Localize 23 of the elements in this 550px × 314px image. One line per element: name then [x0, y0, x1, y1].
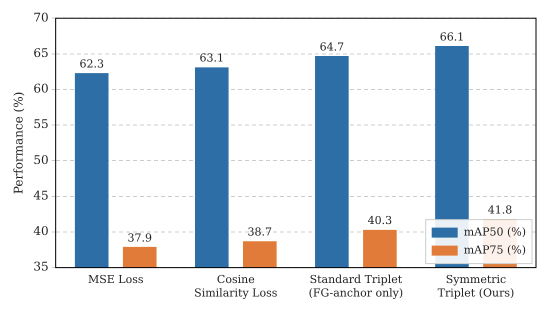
legend-label: mAP50 (%) — [464, 225, 526, 238]
x-tick-label: Standard Triplet (FG-anchor only) — [308, 273, 404, 300]
data-label: 62.3 — [79, 57, 104, 70]
y-tick-label: 65 — [33, 46, 49, 60]
y-tick-label: 70 — [33, 10, 49, 24]
data-label: 64.7 — [320, 40, 344, 54]
y-axis-title: Performance (%) — [11, 92, 26, 194]
y-tick-label: 45 — [33, 188, 49, 202]
data-label: 37.9 — [127, 231, 152, 244]
legend-label: mAP75 (%) — [464, 243, 526, 256]
data-label: 40.3 — [368, 214, 392, 228]
data-label: 63.1 — [200, 52, 224, 65]
y-tick-label: 60 — [33, 82, 49, 96]
y-tick-label: 35 — [33, 260, 49, 274]
data-label: 41.8 — [488, 204, 512, 217]
y-tick-label: 50 — [33, 152, 49, 167]
y-tick-label: 55 — [33, 117, 49, 132]
x-tick-label: MSE Loss — [88, 273, 144, 286]
data-label: 38.7 — [248, 226, 272, 239]
x-tick-label: Symmetric Triplet (Ours) — [438, 273, 514, 300]
y-tick-label: 40 — [33, 224, 49, 238]
x-tick-label: Cosine Similarity Loss — [194, 273, 278, 300]
data-label: 66.1 — [440, 30, 464, 44]
